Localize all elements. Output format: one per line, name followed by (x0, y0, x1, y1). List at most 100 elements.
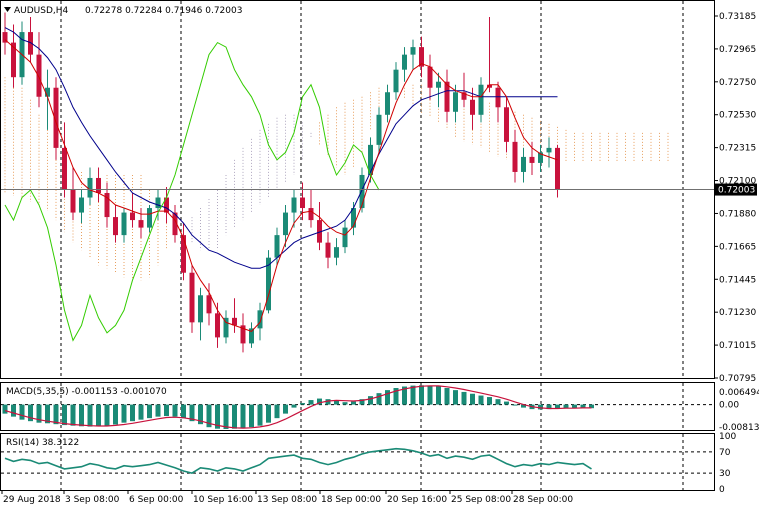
rsi-tick-label: 0 (719, 485, 725, 495)
macd-histogram-bar (580, 404, 586, 408)
candle-body (266, 257, 271, 311)
time-tick-label: 10 Sep 16:00 (193, 495, 253, 505)
macd-histogram-bar (453, 390, 458, 405)
candle-body (274, 235, 280, 258)
macd-histogram-bar (495, 399, 501, 405)
candle-body (45, 87, 50, 97)
macd-histogram-bar (368, 396, 373, 405)
rsi-label: RSI(14) 38.3122 (6, 438, 79, 448)
price-tick-label: 0.71230 (719, 308, 756, 318)
candle-body (283, 212, 288, 236)
candle-body (36, 54, 42, 97)
candle-body (300, 197, 305, 209)
macd-histogram-bar (504, 401, 509, 405)
price-axis[interactable]: 0.73185 0.72965 0.72750 0.72530 0.72315 0.721… (714, 12, 756, 384)
macd-histogram-bar (2, 404, 8, 414)
current-price-tag: 0.72003 (715, 183, 757, 196)
candle-body (147, 208, 152, 228)
macd-panel[interactable] (0, 382, 715, 431)
macd-histogram-bar (393, 388, 399, 405)
price-tick-label: 0.72100 (719, 177, 756, 187)
candle-body (334, 247, 339, 258)
macd-histogram-bar (461, 391, 467, 405)
time-tick-label: 18 Sep 00:00 (321, 495, 381, 505)
macd-histogram-bar (359, 399, 365, 405)
macd-histogram-bar (291, 404, 297, 408)
macd-histogram-bar (342, 402, 348, 405)
candle-body (130, 212, 135, 221)
candle-body (121, 212, 127, 236)
candle-body (62, 147, 67, 190)
time-tick-label: 6 Sep 00:00 (129, 495, 184, 505)
macd-histogram-bar (444, 388, 450, 405)
macd-histogram-bar (11, 404, 16, 417)
time-axis[interactable]: 29 Aug 2018 3 Sep 08:00 6 Sep 00:00 10 Sep … (1, 491, 573, 505)
macd-histogram-bar (249, 404, 254, 428)
symbol-dropdown-arrow-icon[interactable] (4, 7, 11, 12)
candle-body (393, 69, 399, 93)
candle-body (138, 220, 144, 228)
macd-histogram-bar (427, 385, 433, 405)
price-tick-label: 0.71880 (719, 209, 756, 219)
candle-body (325, 242, 331, 258)
macd-histogram-bar (104, 404, 110, 426)
macd-histogram-bar (283, 404, 288, 414)
price-tick-label: 0.73185 (719, 12, 756, 22)
chikou-span-line (4, 41, 380, 342)
macd-histogram-bar (45, 404, 50, 424)
macd-histogram-bar (181, 404, 186, 419)
macd-histogram-bar (19, 404, 25, 420)
candle-body (487, 84, 492, 88)
macd-signal-line (4, 385, 592, 429)
candle-body (215, 313, 220, 338)
candle-body (2, 32, 8, 43)
candle-body (470, 99, 475, 115)
candle-body (376, 114, 382, 145)
candle-body (521, 156, 526, 172)
price-tick-label: 0.71665 (719, 242, 756, 252)
macd-histogram-bar (79, 404, 84, 427)
macd-axis: 0.006494 0.00 -0.008131 (719, 388, 759, 433)
macd-histogram-bar (206, 404, 212, 428)
price-tick-label: 0.72530 (719, 111, 756, 121)
macd-tick-label: 0.006494 (719, 388, 759, 398)
macd-label: MACD(5,35,5) -0.001153 -0.001070 (6, 387, 167, 397)
candle-body (155, 197, 161, 209)
rsi-panel[interactable] (0, 433, 715, 491)
macd-histogram-bar (546, 404, 552, 410)
macd-histogram-bar (240, 404, 246, 429)
macd-histogram-bar (130, 404, 135, 422)
rsi-tick-label: 70 (719, 448, 731, 458)
candle-body (172, 212, 178, 236)
candle-body (478, 84, 484, 115)
macd-histogram-bar (189, 404, 195, 422)
macd-histogram-bar (232, 404, 237, 429)
rsi-indicator (1, 447, 714, 474)
macd-histogram-bar (402, 386, 407, 405)
macd-histogram-bar (87, 404, 93, 427)
macd-histogram-bar (155, 404, 161, 417)
candle-body (79, 197, 84, 213)
macd-histogram-bar (563, 404, 569, 409)
candle-body (436, 81, 441, 88)
rsi-tick-label: 100 (719, 432, 736, 442)
candle-body (555, 147, 560, 190)
macd-histogram-bar (555, 404, 560, 409)
price-tick-label: 0.72750 (719, 78, 756, 88)
candle-body (181, 235, 186, 273)
macd-histogram-bar (274, 404, 280, 419)
candle-body (504, 107, 509, 142)
candle-body (342, 227, 348, 248)
time-tick-label: 25 Sep 08:00 (451, 495, 511, 505)
macd-histogram-bar (257, 404, 263, 426)
candle-body (28, 32, 33, 55)
rsi-axis: 100 70 30 0 (719, 432, 736, 495)
macd-histogram-bar (164, 404, 169, 417)
candle-body (427, 66, 433, 88)
macd-histogram-bar (28, 404, 33, 422)
macd-histogram-bar (53, 404, 59, 425)
price-tick-label: 0.71015 (719, 341, 756, 351)
macd-histogram-bar (215, 404, 220, 429)
candle-body (96, 177, 101, 194)
